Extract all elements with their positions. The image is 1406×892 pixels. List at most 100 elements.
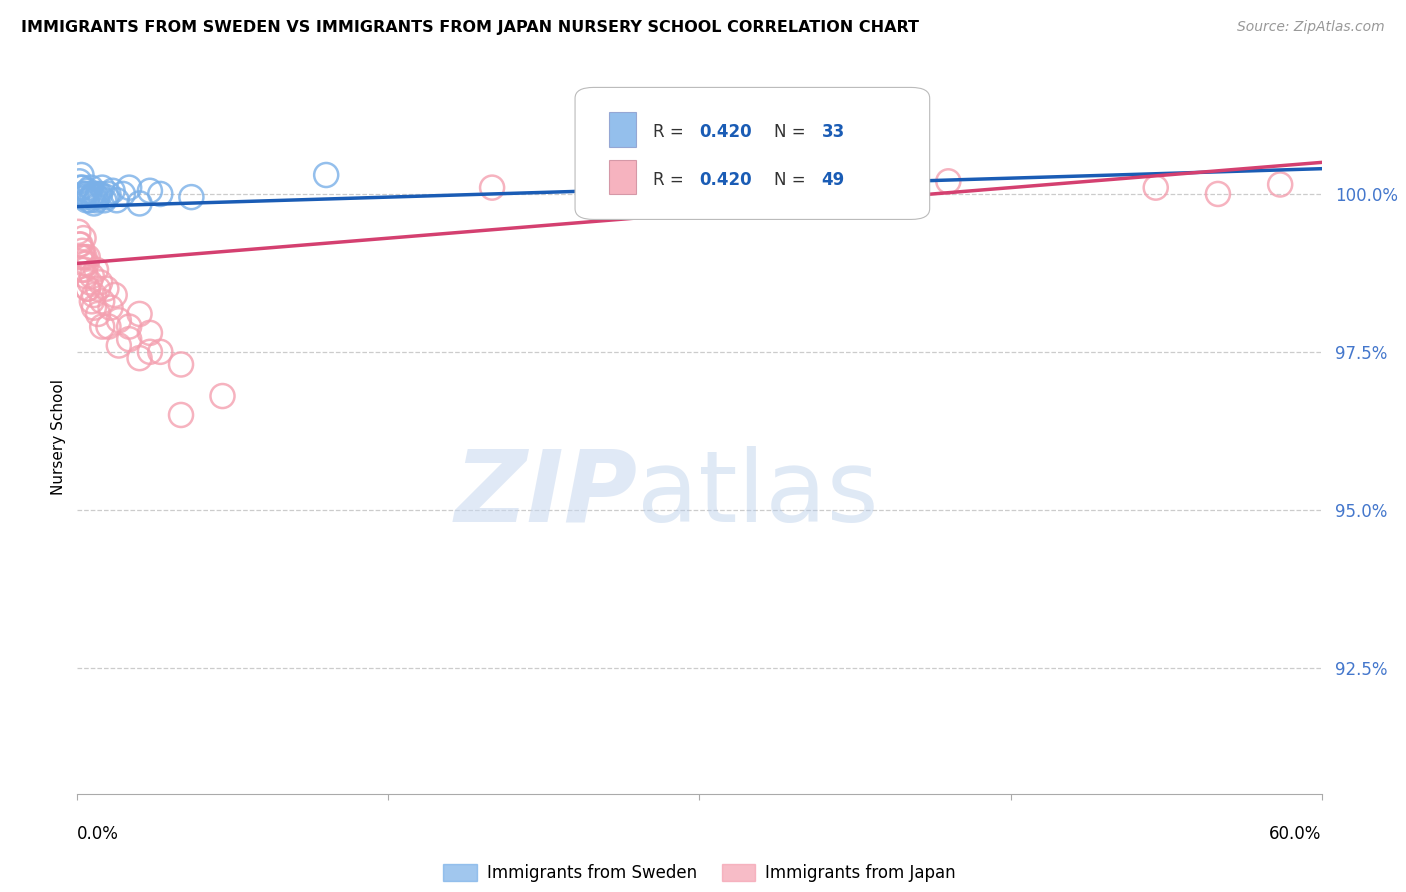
Point (67, 237, 90, 252)
Point (211, 389, 233, 403)
Point (80, 268, 103, 283)
Point (1144, 180, 1167, 194)
Point (91, 180, 114, 194)
Point (170, 408, 193, 422)
Point (67, 174, 90, 188)
Point (69, 237, 91, 252)
Point (139, 184, 162, 198)
Point (104, 288, 127, 302)
Point (170, 358, 193, 372)
Text: IMMIGRANTS FROM SWEDEN VS IMMIGRANTS FROM JAPAN NURSERY SCHOOL CORRELATION CHART: IMMIGRANTS FROM SWEDEN VS IMMIGRANTS FRO… (21, 20, 920, 35)
Y-axis label: Nursery School: Nursery School (51, 379, 66, 495)
Point (938, 174, 960, 188)
Point (97, 186, 120, 201)
Text: 33: 33 (821, 123, 845, 141)
Point (83, 301, 105, 315)
Point (83, 288, 105, 302)
Point (67, 225, 90, 239)
Point (87, 282, 110, 296)
Legend: Immigrants from Sweden, Immigrants from Japan: Immigrants from Sweden, Immigrants from … (437, 857, 962, 889)
Point (91, 319, 114, 334)
Point (76, 184, 98, 198)
Point (72, 231, 94, 245)
Point (79, 194, 101, 208)
Text: 0.420: 0.420 (700, 171, 752, 189)
Point (315, 168, 337, 182)
Text: N =: N = (775, 123, 806, 141)
Point (80, 294, 103, 309)
Point (75, 186, 97, 201)
Point (76, 250, 98, 264)
Point (72, 186, 94, 201)
Point (72, 180, 94, 194)
Point (108, 338, 129, 352)
Point (93, 194, 115, 208)
Point (149, 344, 172, 359)
Point (100, 301, 122, 315)
Point (87, 186, 110, 201)
Point (76, 256, 98, 270)
Point (96, 190, 118, 204)
Point (89, 276, 111, 290)
Text: 49: 49 (821, 171, 845, 189)
Point (139, 326, 162, 340)
Point (72, 256, 94, 270)
Point (128, 196, 150, 211)
Text: Source: ZipAtlas.com: Source: ZipAtlas.com (1237, 20, 1385, 34)
Point (76, 194, 98, 208)
Point (80, 190, 103, 204)
Point (1206, 186, 1229, 201)
Point (76, 282, 98, 296)
Point (96, 282, 118, 296)
Text: 0.0%: 0.0% (77, 825, 120, 843)
Text: ZIP: ZIP (454, 446, 637, 542)
Point (87, 307, 110, 321)
Point (80, 180, 103, 194)
Point (91, 294, 114, 309)
Point (139, 344, 162, 359)
Text: N =: N = (775, 171, 806, 189)
FancyBboxPatch shape (575, 87, 929, 219)
Point (108, 313, 129, 327)
FancyBboxPatch shape (609, 161, 636, 194)
Point (118, 180, 141, 194)
Point (89, 186, 111, 201)
Point (84, 194, 107, 208)
Point (118, 332, 141, 346)
Point (84, 262, 107, 277)
Point (75, 268, 97, 283)
Point (77, 186, 100, 201)
Point (128, 351, 150, 366)
Point (70, 262, 93, 277)
Point (69, 180, 91, 194)
Point (118, 319, 141, 334)
Point (73, 262, 96, 277)
Point (72, 250, 94, 264)
Point (70, 168, 93, 182)
Point (128, 307, 150, 321)
Point (84, 186, 107, 201)
Point (79, 276, 101, 290)
Point (72, 244, 94, 258)
Point (82, 186, 104, 201)
Point (180, 190, 202, 204)
Point (149, 186, 172, 201)
Text: 60.0%: 60.0% (1270, 825, 1322, 843)
Point (73, 190, 96, 204)
Text: R =: R = (654, 171, 685, 189)
Point (105, 194, 128, 208)
Point (86, 190, 108, 204)
Text: atlas: atlas (637, 446, 879, 542)
Point (101, 184, 124, 198)
Point (76, 282, 98, 296)
Text: 0.420: 0.420 (700, 123, 752, 141)
Point (97, 319, 120, 334)
Point (73, 250, 96, 264)
Point (69, 250, 91, 264)
Text: R =: R = (654, 123, 685, 141)
Point (111, 186, 134, 201)
FancyBboxPatch shape (609, 112, 636, 146)
Point (689, 186, 711, 201)
Point (481, 180, 503, 194)
Point (83, 196, 105, 211)
